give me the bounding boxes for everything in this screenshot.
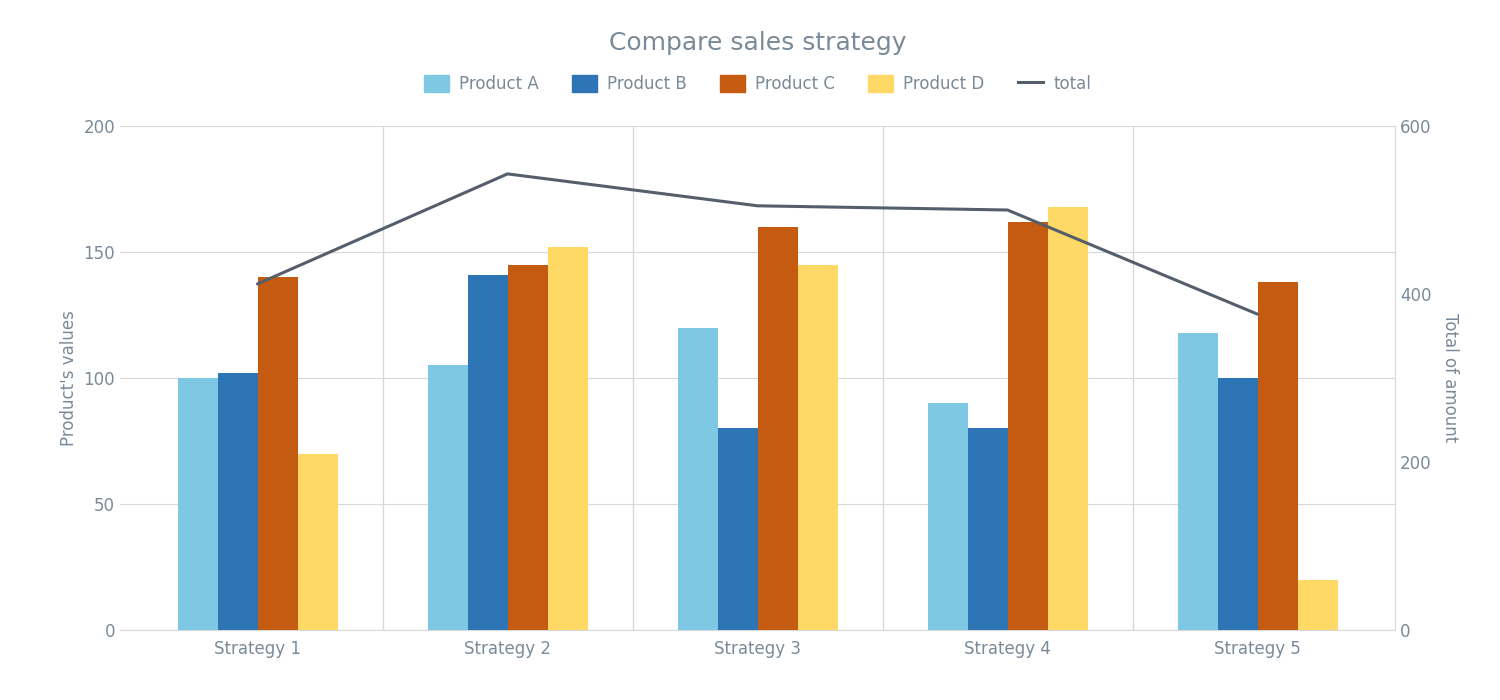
Bar <box>1298 580 1338 630</box>
Bar <box>427 365 468 630</box>
Bar <box>968 428 1008 630</box>
Bar <box>1257 282 1298 630</box>
Y-axis label: Product's values: Product's values <box>60 310 78 446</box>
Bar <box>1178 332 1218 630</box>
Bar <box>927 403 968 630</box>
Bar <box>548 247 588 630</box>
Bar <box>177 378 218 630</box>
Bar <box>717 428 758 630</box>
Bar <box>297 454 338 630</box>
Bar <box>507 265 548 630</box>
Bar <box>1047 206 1088 630</box>
Bar <box>678 328 717 630</box>
Bar <box>217 373 258 630</box>
Bar <box>468 274 507 630</box>
Bar <box>1008 222 1047 630</box>
Bar <box>758 227 798 630</box>
Bar <box>1218 378 1257 630</box>
Bar <box>798 265 837 630</box>
Y-axis label: Total of amount: Total of amount <box>1442 314 1460 442</box>
Legend: Product A, Product B, Product C, Product D, total: Product A, Product B, Product C, Product… <box>417 68 1098 99</box>
Title: Compare sales strategy: Compare sales strategy <box>609 31 906 55</box>
Bar <box>258 277 297 630</box>
